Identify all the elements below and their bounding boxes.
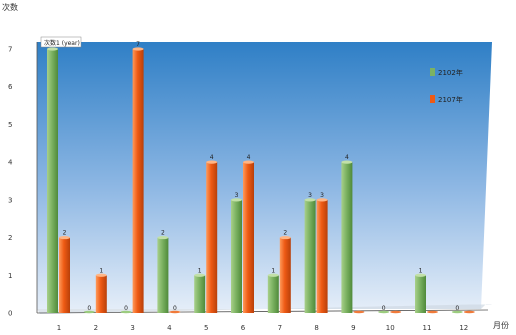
data-label: 2 bbox=[161, 230, 165, 237]
x-tick-label: 7 bbox=[278, 324, 282, 332]
y-tick-label: 7 bbox=[8, 46, 12, 54]
data-label: 7 bbox=[136, 41, 140, 48]
bar bbox=[59, 237, 70, 313]
bar-top bbox=[47, 47, 58, 51]
bar-top bbox=[132, 47, 144, 51]
bar bbox=[243, 162, 254, 313]
bar bbox=[206, 162, 218, 313]
data-label: 2 bbox=[283, 230, 287, 237]
bar-stub bbox=[390, 310, 402, 314]
legend-swatch-orange bbox=[430, 95, 435, 103]
x-tick-group: 1 2 3 4 5 6 7 8 9 10 11 12 bbox=[57, 324, 468, 332]
bar bbox=[267, 275, 279, 313]
bar bbox=[231, 199, 242, 313]
bar bbox=[132, 49, 144, 313]
data-label: 0 bbox=[124, 305, 128, 312]
data-label: 1 bbox=[271, 267, 275, 274]
y-tick-label: 4 bbox=[8, 159, 13, 167]
data-label: 4 bbox=[210, 154, 214, 161]
x-axis-label: 月份 bbox=[493, 320, 509, 330]
data-label: 3 bbox=[320, 192, 324, 199]
annotation-box bbox=[40, 36, 82, 48]
bar-top bbox=[304, 198, 316, 202]
legend-label-series-2: 2107年 bbox=[438, 95, 463, 104]
bar bbox=[316, 199, 328, 313]
y-tick-label: 1 bbox=[8, 272, 12, 280]
data-label: 1 bbox=[419, 267, 423, 274]
bar-top bbox=[157, 235, 169, 240]
bar bbox=[95, 275, 107, 313]
data-label: 0 bbox=[87, 305, 91, 312]
bar-top bbox=[415, 273, 426, 277]
bar-stub bbox=[120, 310, 132, 314]
bar-top bbox=[59, 235, 70, 240]
plot-background bbox=[37, 42, 492, 309]
x-tick-label: 5 bbox=[204, 324, 208, 332]
bar bbox=[47, 49, 58, 313]
data-label: 2 bbox=[63, 230, 67, 237]
data-label: 3 bbox=[308, 192, 312, 199]
bar-stub bbox=[353, 310, 365, 314]
x-axis-line bbox=[36, 309, 489, 314]
x-tick-label: 6 bbox=[241, 324, 246, 332]
bar-stub bbox=[463, 310, 475, 314]
x-tick-label: 10 bbox=[386, 324, 395, 332]
legend-label-series-1: 2102年 bbox=[438, 68, 463, 77]
bar-top bbox=[316, 198, 328, 202]
data-label: 0 bbox=[173, 305, 177, 312]
bar bbox=[279, 237, 291, 313]
x-tick-label: 3 bbox=[130, 324, 134, 332]
y-tick-label: 5 bbox=[8, 121, 12, 129]
y-tick-group: 0 1 2 3 4 5 6 7 bbox=[8, 46, 13, 318]
bar-top bbox=[95, 273, 107, 277]
data-label: 0 bbox=[455, 305, 459, 312]
x-tick-label: 4 bbox=[167, 324, 172, 332]
data-label: 1 bbox=[198, 267, 202, 274]
bar-top bbox=[231, 198, 242, 202]
bar bbox=[157, 237, 169, 313]
data-label: 3 bbox=[235, 192, 239, 199]
bar-stub bbox=[83, 310, 95, 314]
data-label: 4 bbox=[247, 154, 251, 161]
data-label: 4 bbox=[345, 154, 349, 161]
bar bbox=[341, 162, 353, 313]
x-tick-label: 2 bbox=[94, 324, 98, 332]
legend: 2102年 2107年 bbox=[430, 68, 463, 104]
bar bbox=[415, 275, 426, 313]
y-tick-label: 3 bbox=[8, 196, 12, 204]
bar-top bbox=[206, 160, 218, 164]
x-tick-label: 12 bbox=[459, 324, 468, 332]
bar-stub bbox=[169, 310, 181, 314]
y-tick-label: 2 bbox=[8, 234, 12, 242]
bar-top bbox=[243, 160, 254, 164]
bar-stub bbox=[451, 310, 463, 314]
bar-group: 70021313401021704423 bbox=[47, 41, 475, 314]
bar bbox=[304, 199, 316, 313]
y-axis-label: 次数 bbox=[2, 2, 18, 12]
plot-floor bbox=[37, 304, 492, 314]
x-tick-label: 1 bbox=[57, 324, 61, 332]
data-label: 1 bbox=[99, 267, 103, 274]
x-tick-label: 11 bbox=[423, 324, 432, 332]
bar-top bbox=[279, 235, 291, 240]
bar-stub bbox=[378, 310, 390, 314]
bar-top bbox=[341, 160, 353, 164]
data-label: 0 bbox=[382, 305, 386, 312]
annotation-text: 次数1 (year) bbox=[44, 39, 80, 47]
x-tick-label: 8 bbox=[314, 324, 318, 332]
bar bbox=[194, 275, 206, 313]
bar-top bbox=[267, 273, 279, 277]
bar-stub bbox=[427, 310, 438, 314]
y-tick-label: 0 bbox=[8, 310, 12, 318]
bar-top bbox=[194, 273, 206, 277]
y-tick-label: 6 bbox=[8, 83, 13, 91]
legend-swatch-green bbox=[430, 68, 435, 76]
x-tick-label: 9 bbox=[351, 324, 355, 332]
